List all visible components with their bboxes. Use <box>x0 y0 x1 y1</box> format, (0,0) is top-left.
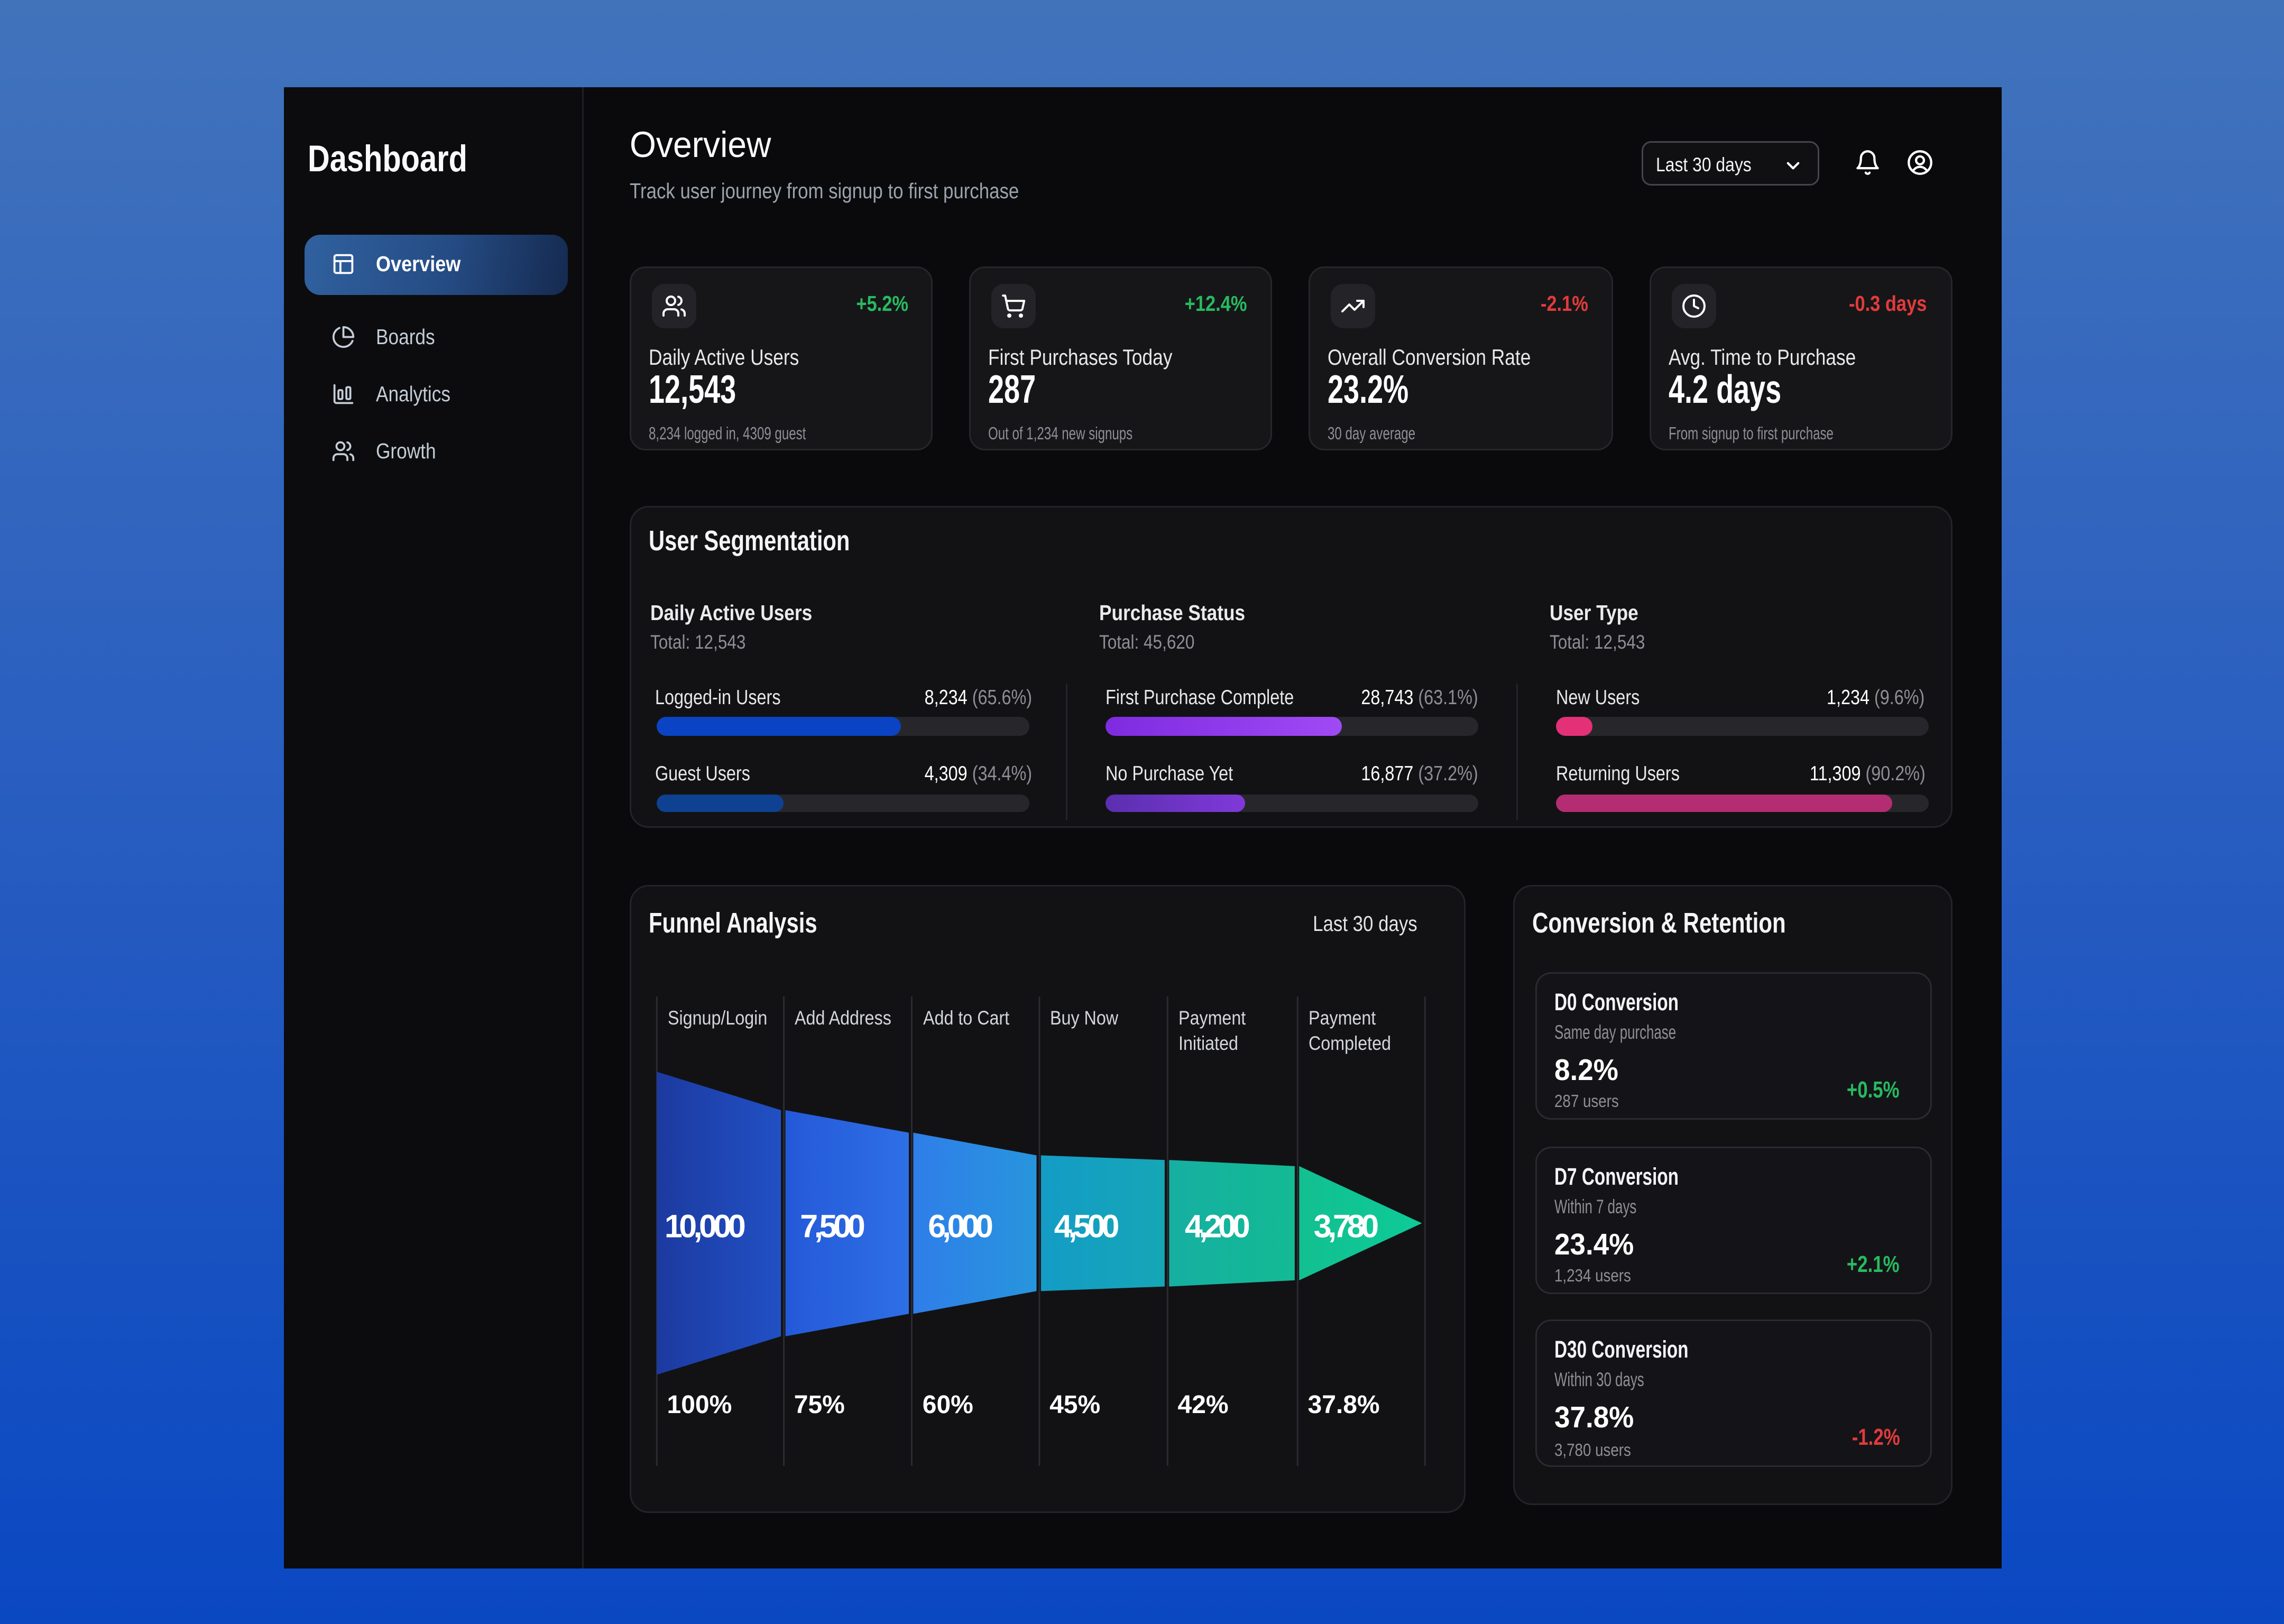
svg-text:3,780: 3,780 <box>1314 1208 1379 1244</box>
svg-text:4,500: 4,500 <box>1054 1208 1120 1244</box>
svg-text:10,000: 10,000 <box>665 1208 746 1244</box>
svg-text:6,000: 6,000 <box>928 1208 993 1244</box>
svg-text:4,200: 4,200 <box>1185 1208 1250 1244</box>
svg-text:7,500: 7,500 <box>800 1208 865 1244</box>
